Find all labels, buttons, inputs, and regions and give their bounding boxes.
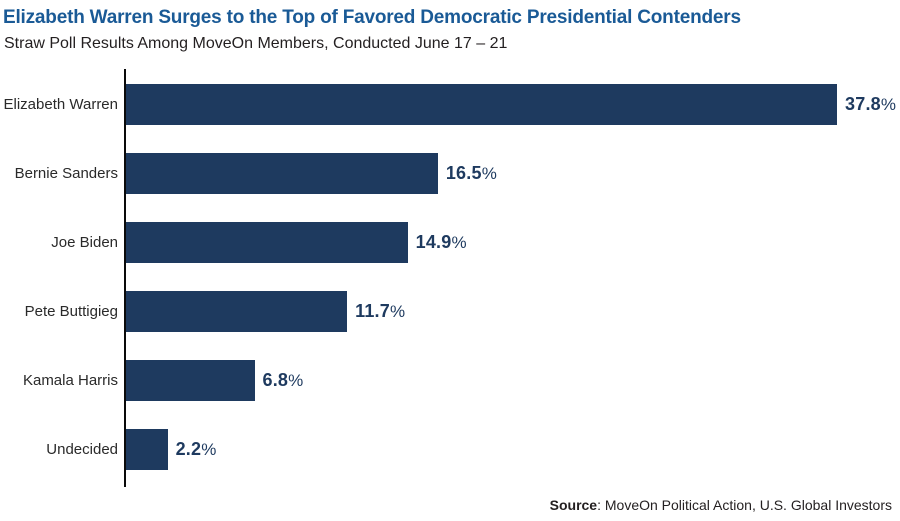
bar bbox=[126, 221, 408, 263]
bar-chart: Elizabeth Warren 37.8% Bernie Sanders 16.5%… bbox=[4, 68, 896, 487]
source-text: : MoveOn Political Action, U.S. Global I… bbox=[597, 497, 892, 513]
chart-header: Elizabeth Warren Surges to the Top of Fa… bbox=[0, 0, 900, 53]
bar bbox=[126, 428, 168, 470]
bar-rows: Elizabeth Warren 37.8% Bernie Sanders 16.5%… bbox=[4, 83, 896, 470]
category-label: Joe Biden bbox=[51, 233, 118, 251]
value-label: 11.7% bbox=[355, 300, 406, 321]
bar bbox=[126, 152, 438, 194]
value-label: 14.9% bbox=[415, 231, 467, 252]
category-label: Bernie Sanders bbox=[14, 164, 118, 182]
source-line: Source: MoveOn Political Action, U.S. Gl… bbox=[550, 497, 892, 513]
chart-subtitle: Straw Poll Results Among MoveOn Members,… bbox=[4, 34, 508, 52]
bar-row: Elizabeth Warren 37.8% bbox=[4, 83, 896, 125]
chart-title: Elizabeth Warren Surges to the Top of Fa… bbox=[3, 7, 741, 28]
bar bbox=[126, 359, 255, 401]
value-label: 16.5% bbox=[445, 162, 497, 183]
value-label: 2.2% bbox=[175, 438, 217, 459]
bar bbox=[126, 290, 348, 332]
bar-row: Undecided 2.2% bbox=[46, 428, 896, 470]
category-label: Pete Buttigieg bbox=[24, 302, 118, 320]
category-label: Kamala Harris bbox=[22, 371, 118, 389]
bar-row: Joe Biden 14.9% bbox=[51, 221, 896, 263]
value-label: 6.8% bbox=[262, 369, 304, 390]
bar-row: Pete Buttigieg 11.7% bbox=[25, 290, 896, 332]
category-label: Elizabeth Warren bbox=[3, 95, 119, 113]
value-label: 37.8% bbox=[845, 93, 896, 114]
bar-row: Bernie Sanders 16.5% bbox=[15, 152, 896, 194]
bar-row: Kamala Harris 6.8% bbox=[23, 359, 896, 401]
source-label: Source bbox=[549, 497, 598, 513]
category-label: Undecided bbox=[46, 440, 118, 458]
bar bbox=[126, 83, 838, 125]
